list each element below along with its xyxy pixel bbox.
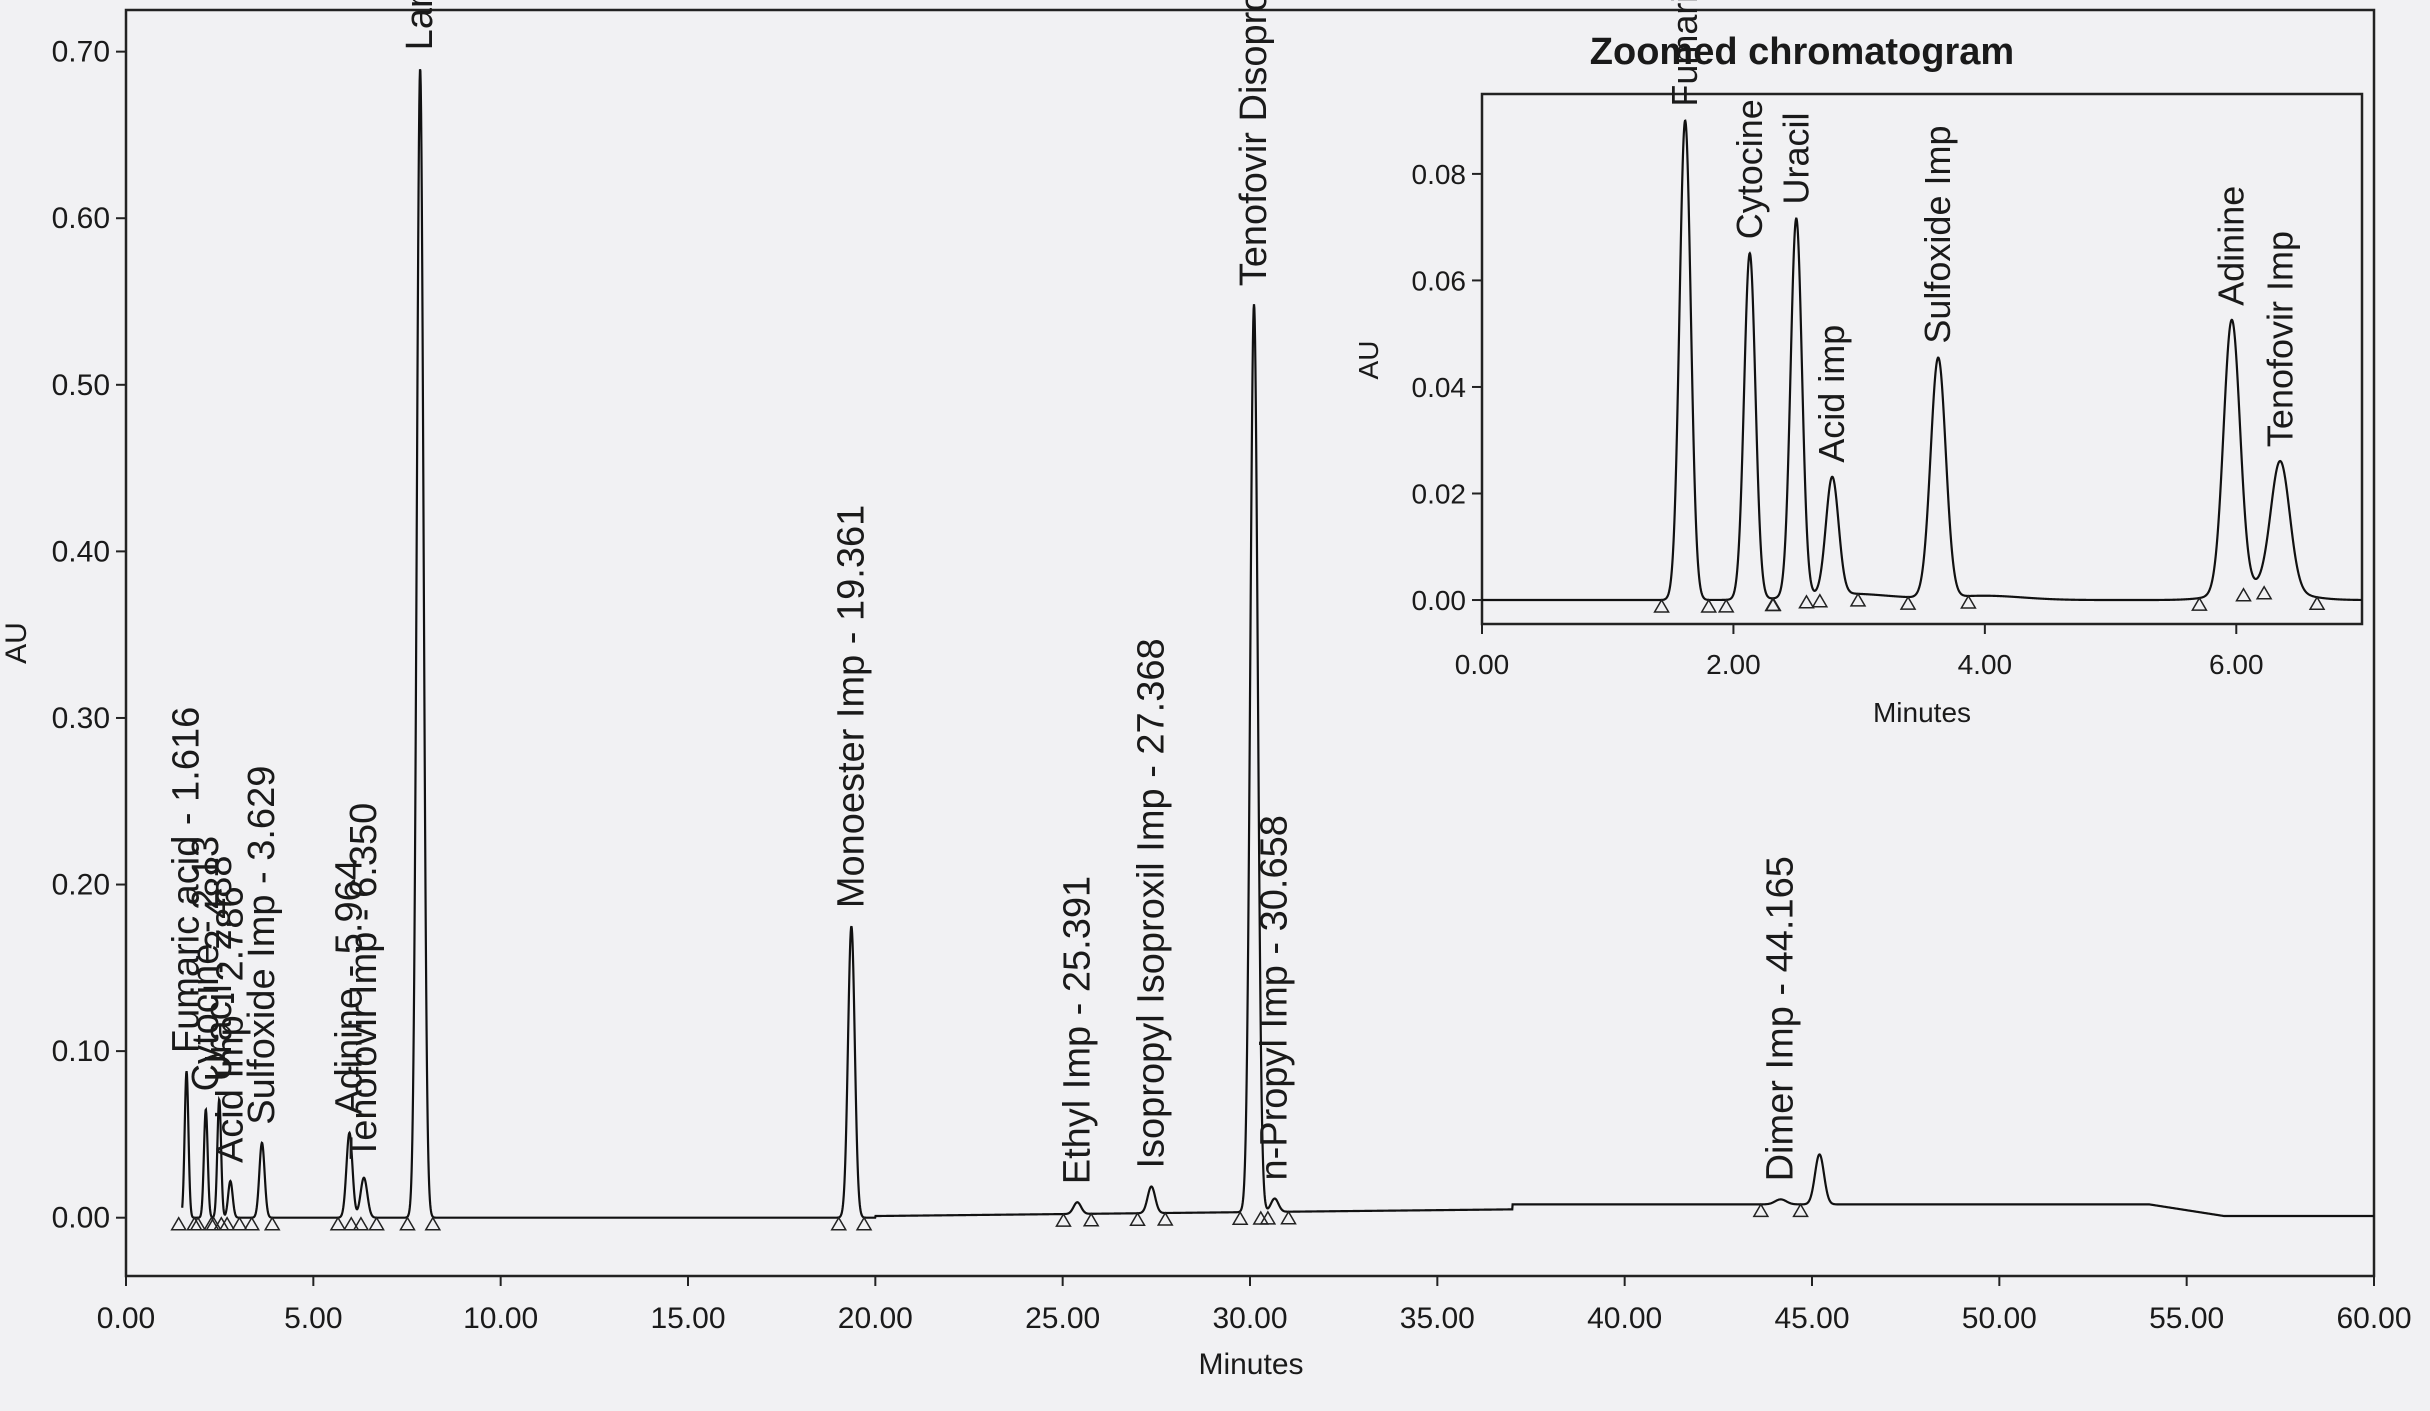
inset-peak-label: Adinine	[2211, 186, 2252, 306]
integration-marker	[399, 1216, 416, 1231]
inset-integration-marker	[2235, 587, 2252, 602]
inset-x-tick-label: 4.00	[1958, 649, 2013, 680]
inset-integration-marker	[1653, 598, 1670, 613]
integration-marker	[368, 1216, 385, 1231]
integration-marker	[189, 1216, 207, 1231]
inset-peak-label: Sulfoxide Imp	[1917, 126, 1958, 344]
integration-marker	[203, 1216, 220, 1231]
integration-marker	[263, 1216, 281, 1231]
x-tick-label: 35.00	[1400, 1302, 1475, 1335]
x-tick-label: 60.00	[2336, 1302, 2411, 1335]
peak-label: n-Propyl Imp - 30.658	[1254, 815, 1296, 1180]
peak-label: Sulfoxide Imp - 3.629	[241, 766, 283, 1125]
integration-marker	[1252, 1210, 1270, 1225]
integration-marker	[1792, 1202, 1809, 1218]
peak-label: Tenofovir Imp - 6.350	[343, 803, 385, 1160]
y-tick-label: 0.20	[52, 869, 110, 902]
integration-marker	[1082, 1212, 1100, 1227]
inset-integration-marker	[2191, 596, 2208, 611]
x-tick-label: 45.00	[1774, 1302, 1849, 1335]
peak-label: Cytocine - 2.13	[185, 836, 227, 1092]
inset-y-tick-label: 0.04	[1412, 372, 1467, 403]
inset-title: Zoomed chromatogram	[1590, 31, 2014, 73]
peak-label: Ethyl Imp - 25.391	[1056, 876, 1098, 1184]
x-tick-label: 5.00	[284, 1302, 342, 1335]
inset-peak-label: Cytocine	[1729, 99, 1770, 239]
integration-marker	[1129, 1211, 1146, 1227]
inset-x-tick-label: 0.00	[1455, 649, 1510, 680]
x-tick-label: 15.00	[650, 1302, 725, 1335]
x-tick-label: 25.00	[1025, 1302, 1100, 1335]
inset-trace	[1482, 119, 2362, 602]
integration-marker	[830, 1216, 848, 1231]
integration-marker	[1280, 1210, 1297, 1225]
y-axis-title: AU	[0, 622, 33, 664]
x-tick-label: 55.00	[2149, 1302, 2224, 1335]
main-trace	[181, 69, 2374, 1219]
y-tick-label: 0.60	[52, 202, 110, 235]
peak-label: Acid Imp - 2.786	[209, 886, 251, 1163]
integration-marker	[1259, 1210, 1277, 1225]
inset-integration-marker	[1849, 592, 1867, 607]
integration-marker	[424, 1216, 442, 1231]
inset-peak-label: Fumaric acid	[1664, 0, 1705, 107]
integration-marker	[1156, 1211, 1174, 1226]
inset-integration-marker	[1764, 596, 1782, 612]
inset-y-tick-label: 0.08	[1412, 159, 1467, 190]
inset-peak-label: Tenofovir Imp	[2259, 231, 2300, 447]
inset-peak-label: Uracil	[1775, 112, 1816, 204]
inset-integration-marker	[2255, 585, 2273, 600]
peak-label: Fumaric acid - 1.616	[166, 707, 208, 1053]
inset-integration-marker	[1700, 598, 1718, 613]
x-tick-label: 50.00	[1962, 1302, 2037, 1335]
inset-y-tick-label: 0.06	[1412, 265, 1467, 296]
integration-marker	[329, 1216, 347, 1231]
peak-label: Lamivudine - 7.851	[399, 0, 441, 50]
inset-y-tick-label: 0.02	[1412, 478, 1467, 509]
inset-integration-marker	[1960, 594, 1977, 609]
inset-integration-marker	[1798, 594, 1815, 609]
y-tick-label: 0.10	[52, 1035, 110, 1068]
x-tick-label: 10.00	[463, 1302, 538, 1335]
inset-peak-label: Acid imp	[1811, 325, 1852, 463]
x-axis-title: Minutes	[1198, 1348, 1303, 1381]
x-tick-label: 0.00	[97, 1302, 155, 1335]
inset-integration-marker	[2308, 595, 2326, 610]
x-tick-label: 20.00	[838, 1302, 913, 1335]
y-tick-label: 0.70	[52, 36, 110, 69]
integration-marker	[170, 1216, 187, 1231]
integration-marker	[342, 1216, 360, 1231]
y-tick-label: 0.30	[52, 702, 110, 735]
inset-y-tick-label: 0.00	[1412, 585, 1467, 616]
integration-marker	[1752, 1202, 1770, 1218]
integration-marker	[243, 1216, 261, 1231]
x-tick-label: 30.00	[1212, 1302, 1287, 1335]
integration-marker	[1231, 1210, 1249, 1225]
y-tick-label: 0.00	[52, 1202, 110, 1235]
x-tick-label: 40.00	[1587, 1302, 1662, 1335]
peak-label: Uracil - 2.488	[198, 855, 240, 1081]
integration-marker	[213, 1216, 230, 1231]
inset-x-tick-label: 6.00	[2209, 649, 2264, 680]
inset-integration-marker	[1811, 593, 1829, 608]
peak-label: Dimer Imp - 44.165	[1760, 856, 1802, 1181]
inset-x-axis-title: Minutes	[1873, 697, 1971, 728]
integration-marker	[352, 1216, 370, 1231]
peak-label: Monoester Imp - 19.361	[830, 505, 872, 908]
y-tick-label: 0.40	[52, 535, 110, 568]
peak-label: Isopropyl Isoproxil Imp - 27.368	[1130, 638, 1172, 1168]
inset-x-tick-label: 2.00	[1706, 649, 1761, 680]
integration-marker	[231, 1216, 248, 1231]
inset-integration-marker	[1899, 595, 1917, 610]
inset-y-axis-title: AU	[1353, 341, 1384, 380]
inset-plot-frame	[1480, 92, 2364, 626]
integration-marker	[855, 1216, 873, 1231]
inset-integration-marker	[1717, 598, 1735, 613]
peak-label: Tenofovir Disoproxil - 30.107	[1233, 0, 1275, 286]
peak-label: Adinine - 5.964	[328, 859, 370, 1115]
integration-marker	[1055, 1212, 1072, 1227]
y-tick-label: 0.50	[52, 369, 110, 402]
